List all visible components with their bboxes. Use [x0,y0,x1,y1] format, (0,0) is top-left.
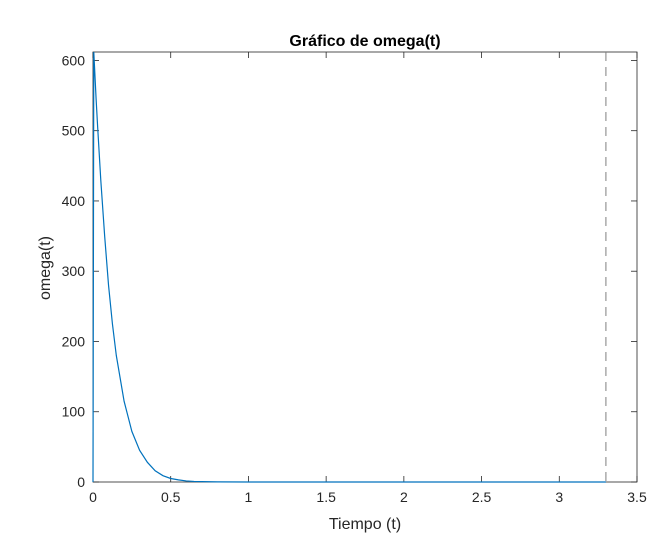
y-tick-label: 600 [62,52,86,68]
x-tick-label: 3 [555,489,563,505]
x-tick-label: 0.5 [161,489,181,505]
y-axis-label: omega(t) [37,236,54,300]
y-tick-label: 0 [77,474,85,490]
y-tick-label: 100 [62,404,86,420]
chart-title: Gráfico de omega(t) [289,33,440,50]
x-axis-label: Tiempo (t) [329,516,401,533]
x-tick-label: 3.5 [627,489,647,505]
y-tick-label: 200 [62,333,86,349]
x-tick-label: 0 [89,489,97,505]
y-tick-label: 300 [62,263,86,279]
y-tick-label: 500 [62,123,86,139]
plot-area: 0 0.5 1 1.5 2 2.5 3 3.5 0 100 200 300 400 500 600 [62,51,647,505]
x-tick-label: 2 [400,489,408,505]
x-tick-label: 1.5 [316,489,336,505]
x-tick-label: 2.5 [472,489,492,505]
axes-box [92,51,638,483]
x-tick-label: 1 [245,489,253,505]
series-line-omega [92,51,606,483]
y-tick-label: 400 [62,193,86,209]
